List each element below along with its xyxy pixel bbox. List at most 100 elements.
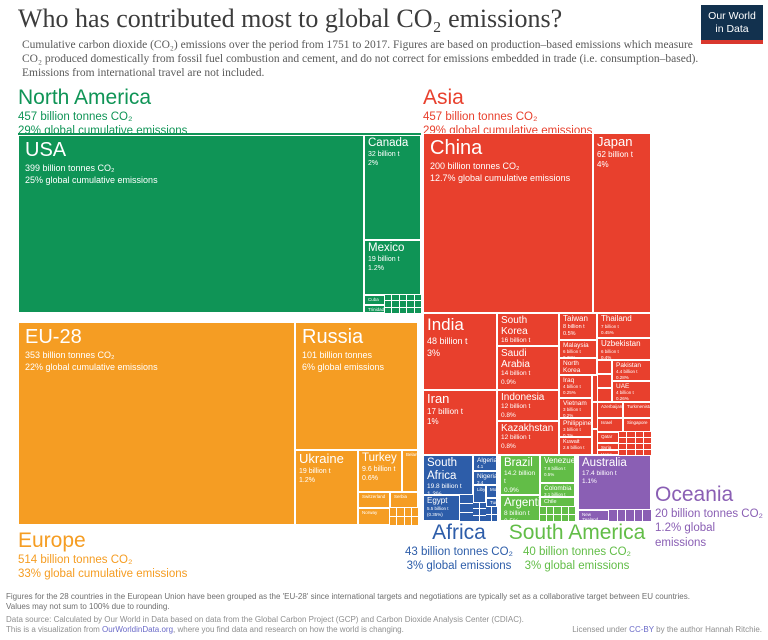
micro-cell [547, 507, 554, 514]
micro-cell [486, 514, 491, 521]
cell-name: Philippines [563, 420, 592, 427]
cell-name: Vietnam [563, 400, 587, 407]
cell-qty: 12 billion t [501, 434, 531, 442]
cell-pct: 6% global emissions [302, 362, 385, 373]
cell-name: Indonesia [501, 392, 545, 403]
cell-philippines: Philippines 3 billion t 0.2% [559, 418, 592, 437]
cell-qty: 12 billion t [501, 403, 531, 411]
cc-by-link[interactable]: CC-BY [629, 625, 654, 634]
cell-qty: 16 billion t [501, 337, 531, 345]
micro-cell [627, 438, 635, 443]
cell-qty: 17.4 billion t [582, 469, 617, 477]
cell-pct: 1.3% [427, 491, 442, 495]
cell-pct: 22% global cumulative emissions [25, 362, 158, 373]
license-line: Licensed under CC-BY by the author Hanna… [512, 625, 762, 634]
micro-cell [392, 301, 399, 307]
cell-pct: 1.2% [368, 264, 384, 272]
cell-name: Russia [302, 326, 364, 348]
micro-cell [568, 514, 575, 521]
owid-link[interactable]: OurWorldinData.org [102, 625, 174, 634]
cell-qty: 3.4 billion t (0.21%) [477, 480, 484, 485]
micro-cell [540, 507, 547, 514]
cell-name: Thailand [601, 314, 632, 323]
region-name: South America [508, 521, 646, 544]
micro-cell [627, 432, 635, 437]
cell-belarus: Belarus [402, 450, 418, 492]
cell-pct: 0.2% [563, 433, 574, 437]
cell-name: South Korea [501, 315, 528, 338]
cell-name: Pakistan [616, 362, 641, 369]
cell-qty: 4 billion t [616, 390, 634, 396]
micro-cell [404, 508, 411, 516]
cell-brazil: Brazil 14.2 billion t 0.9% [500, 455, 540, 495]
cell-name: South Africa [427, 457, 458, 482]
region-pct: 3% global emissions [524, 560, 630, 573]
micro-cell [561, 514, 568, 521]
region-asia: China 200 billion tonnes CO₂ 12.7% globa… [423, 133, 651, 455]
cell-qty: 7.6 billion t [544, 465, 566, 471]
cell-qty: 14 billion t [501, 370, 531, 378]
cell-trinidad: Trinidad [364, 305, 385, 313]
micro-cell [643, 444, 651, 449]
cell-name: Qatar [601, 434, 613, 439]
cell-colombia: Colombia 3.1 billion t (0.2%) [540, 483, 575, 497]
cell-asia-small [597, 360, 612, 374]
micro-cells-oceania [609, 510, 651, 521]
cell-qty: 19 billion t [368, 255, 400, 263]
cell-syria: Syria [597, 443, 619, 450]
micro-cells-north-america [385, 295, 421, 313]
cell-qty: 200 billion tonnes CO₂ [430, 161, 520, 172]
cell-name: Chile [544, 499, 557, 505]
cell-turkmenistan: Turkmenistan [623, 402, 651, 418]
cell-malaysia: Malaysia 6 billion t 0.38% [559, 340, 597, 358]
cell-qty: 353 billion tonnes CO₂ [25, 350, 115, 361]
cell-qty: 399 billion tonnes CO₂ [25, 163, 115, 174]
region-pct: 1.2% global emissions [655, 522, 716, 549]
region-name: Africa [432, 521, 486, 544]
micro-cell [568, 507, 575, 514]
cell-venezuela: Venezuela 7.6 billion t 0.5% [540, 455, 575, 483]
cell-pct: 0.2% [563, 413, 574, 418]
micro-cells-africa [460, 495, 473, 521]
cell-pct: 0.5% [544, 471, 555, 477]
cell-switzerland: Switzerland [358, 492, 390, 508]
cell-china: China 200 billion tonnes CO₂ 12.7% globa… [423, 133, 593, 313]
cell-vietnam: Vietnam 3 billion t 0.2% [559, 398, 592, 418]
cell-pct: 4% [597, 159, 609, 169]
micro-cell [635, 444, 643, 449]
cell-azerbaijan: Azerbaijan [597, 402, 623, 418]
cell-name: Argentina [504, 497, 539, 509]
cell-pct: 0.45% [601, 329, 614, 335]
micro-cell [407, 301, 414, 307]
micro-cell [643, 510, 651, 521]
cell-qty: 19 billion t [299, 467, 331, 475]
micro-cell [635, 438, 643, 443]
region-oceania: Australia 17.4 billion t 1.1% New Zealan… [578, 455, 651, 521]
cell-name: Venezuela [544, 456, 575, 465]
cell-name: Libya [477, 487, 486, 492]
viz-credit-prefix: This is a visualization from [6, 625, 103, 634]
cell-qty: 3 billion t [563, 427, 581, 433]
cell-name: Japan [597, 134, 633, 149]
cell-name: Brazil [504, 457, 533, 469]
micro-cell [473, 503, 479, 509]
micro-cell [480, 503, 486, 509]
owid-logo[interactable]: Our World in Data [701, 5, 763, 45]
region-name: Europe [18, 529, 86, 552]
micro-cell [635, 432, 643, 437]
license-suffix: by the author Hannah Ritchie. [653, 625, 762, 634]
micro-cell [643, 438, 651, 443]
micro-cell [609, 510, 617, 521]
micro-cell [460, 495, 473, 503]
footnote-line1: Figures for the 28 countries in the Euro… [6, 592, 690, 601]
region-qty: 457 billion tonnes CO₂ [423, 110, 538, 123]
data-source-line: Data source: Calculated by Our World in … [6, 615, 524, 624]
micro-cells-africa [473, 503, 486, 521]
cell-nigeria: Nigeria 3.4 billion t (0.21%) [473, 471, 497, 485]
cell-pct: 0.4% [601, 354, 612, 360]
cell-name: Azerbaijan [601, 404, 623, 409]
cell-name: Syria [601, 445, 612, 450]
micro-cell [480, 509, 486, 515]
cell-name: Cuba [368, 297, 379, 302]
cell-new-zealand: New Zealand [578, 510, 609, 521]
